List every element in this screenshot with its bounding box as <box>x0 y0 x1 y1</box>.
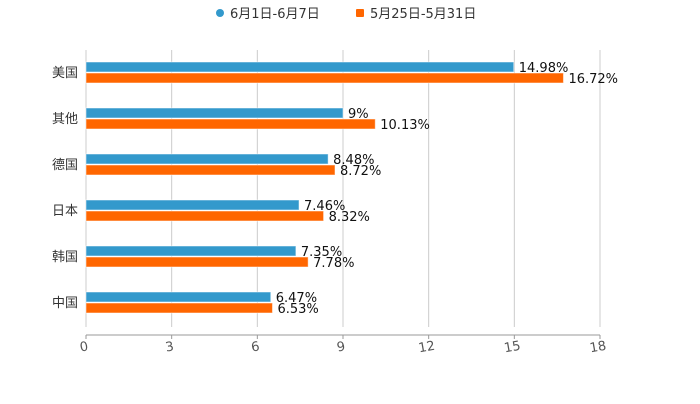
category-label: 其他 <box>52 112 78 127</box>
legend-marker-jun1-7 <box>216 9 224 17</box>
data-label: 7.78% <box>313 256 354 271</box>
x-tick-label: 12 <box>417 339 436 357</box>
x-tick-label: 0 <box>79 339 90 355</box>
bar-may25-31 <box>85 210 325 222</box>
bar-may25-31 <box>85 256 309 268</box>
bar-may25-31 <box>85 164 336 176</box>
category-label: 美国 <box>52 66 78 81</box>
x-tick-label: 9 <box>336 339 347 355</box>
data-label: 6.53% <box>277 302 318 317</box>
x-tick-label: 15 <box>503 339 522 357</box>
legend-label: 6月1日-6月7日 <box>230 7 320 22</box>
data-label: 9% <box>348 107 369 122</box>
bar-jun1-7 <box>85 153 329 165</box>
data-label: 7.35% <box>301 245 342 260</box>
data-label: 8.72% <box>340 164 381 179</box>
data-label: 16.72% <box>568 72 618 87</box>
category-label: 韩国 <box>52 250 78 265</box>
data-label: 10.13% <box>380 118 430 133</box>
category-label: 日本 <box>52 204 78 219</box>
bar-jun1-7 <box>85 199 300 211</box>
category-label: 德国 <box>52 158 78 173</box>
bars: 14.98%16.72% 9% 10.13% 8.48%8.72% 7.46%8.32%… <box>85 61 618 317</box>
x-axis: 0 3 6 9 12 15 18 <box>79 334 608 357</box>
x-tick-label: 3 <box>164 339 175 355</box>
bar-jun1-7 <box>85 245 297 257</box>
bar-jun1-7 <box>85 107 344 119</box>
bar-may25-31 <box>85 72 564 84</box>
category-label: 中国 <box>52 296 78 311</box>
grid <box>85 50 601 327</box>
data-label: 6.47% <box>276 291 317 306</box>
bar-may25-31 <box>85 302 273 314</box>
legend: 6月1日-6月7日 5月25日-5月31日 <box>216 7 476 22</box>
bar-jun1-7 <box>85 61 515 73</box>
x-tick-label: 6 <box>250 339 261 355</box>
legend-marker-may25-31 <box>356 9 364 17</box>
bar-jun1-7 <box>85 291 272 303</box>
x-tick-label: 18 <box>589 339 608 357</box>
data-label: 14.98% <box>519 61 569 76</box>
bar-may25-31 <box>85 118 376 130</box>
data-label: 8.48% <box>333 153 374 168</box>
legend-label: 5月25日-5月31日 <box>370 7 476 22</box>
data-label: 7.46% <box>304 199 345 214</box>
data-label: 8.32% <box>329 210 370 225</box>
